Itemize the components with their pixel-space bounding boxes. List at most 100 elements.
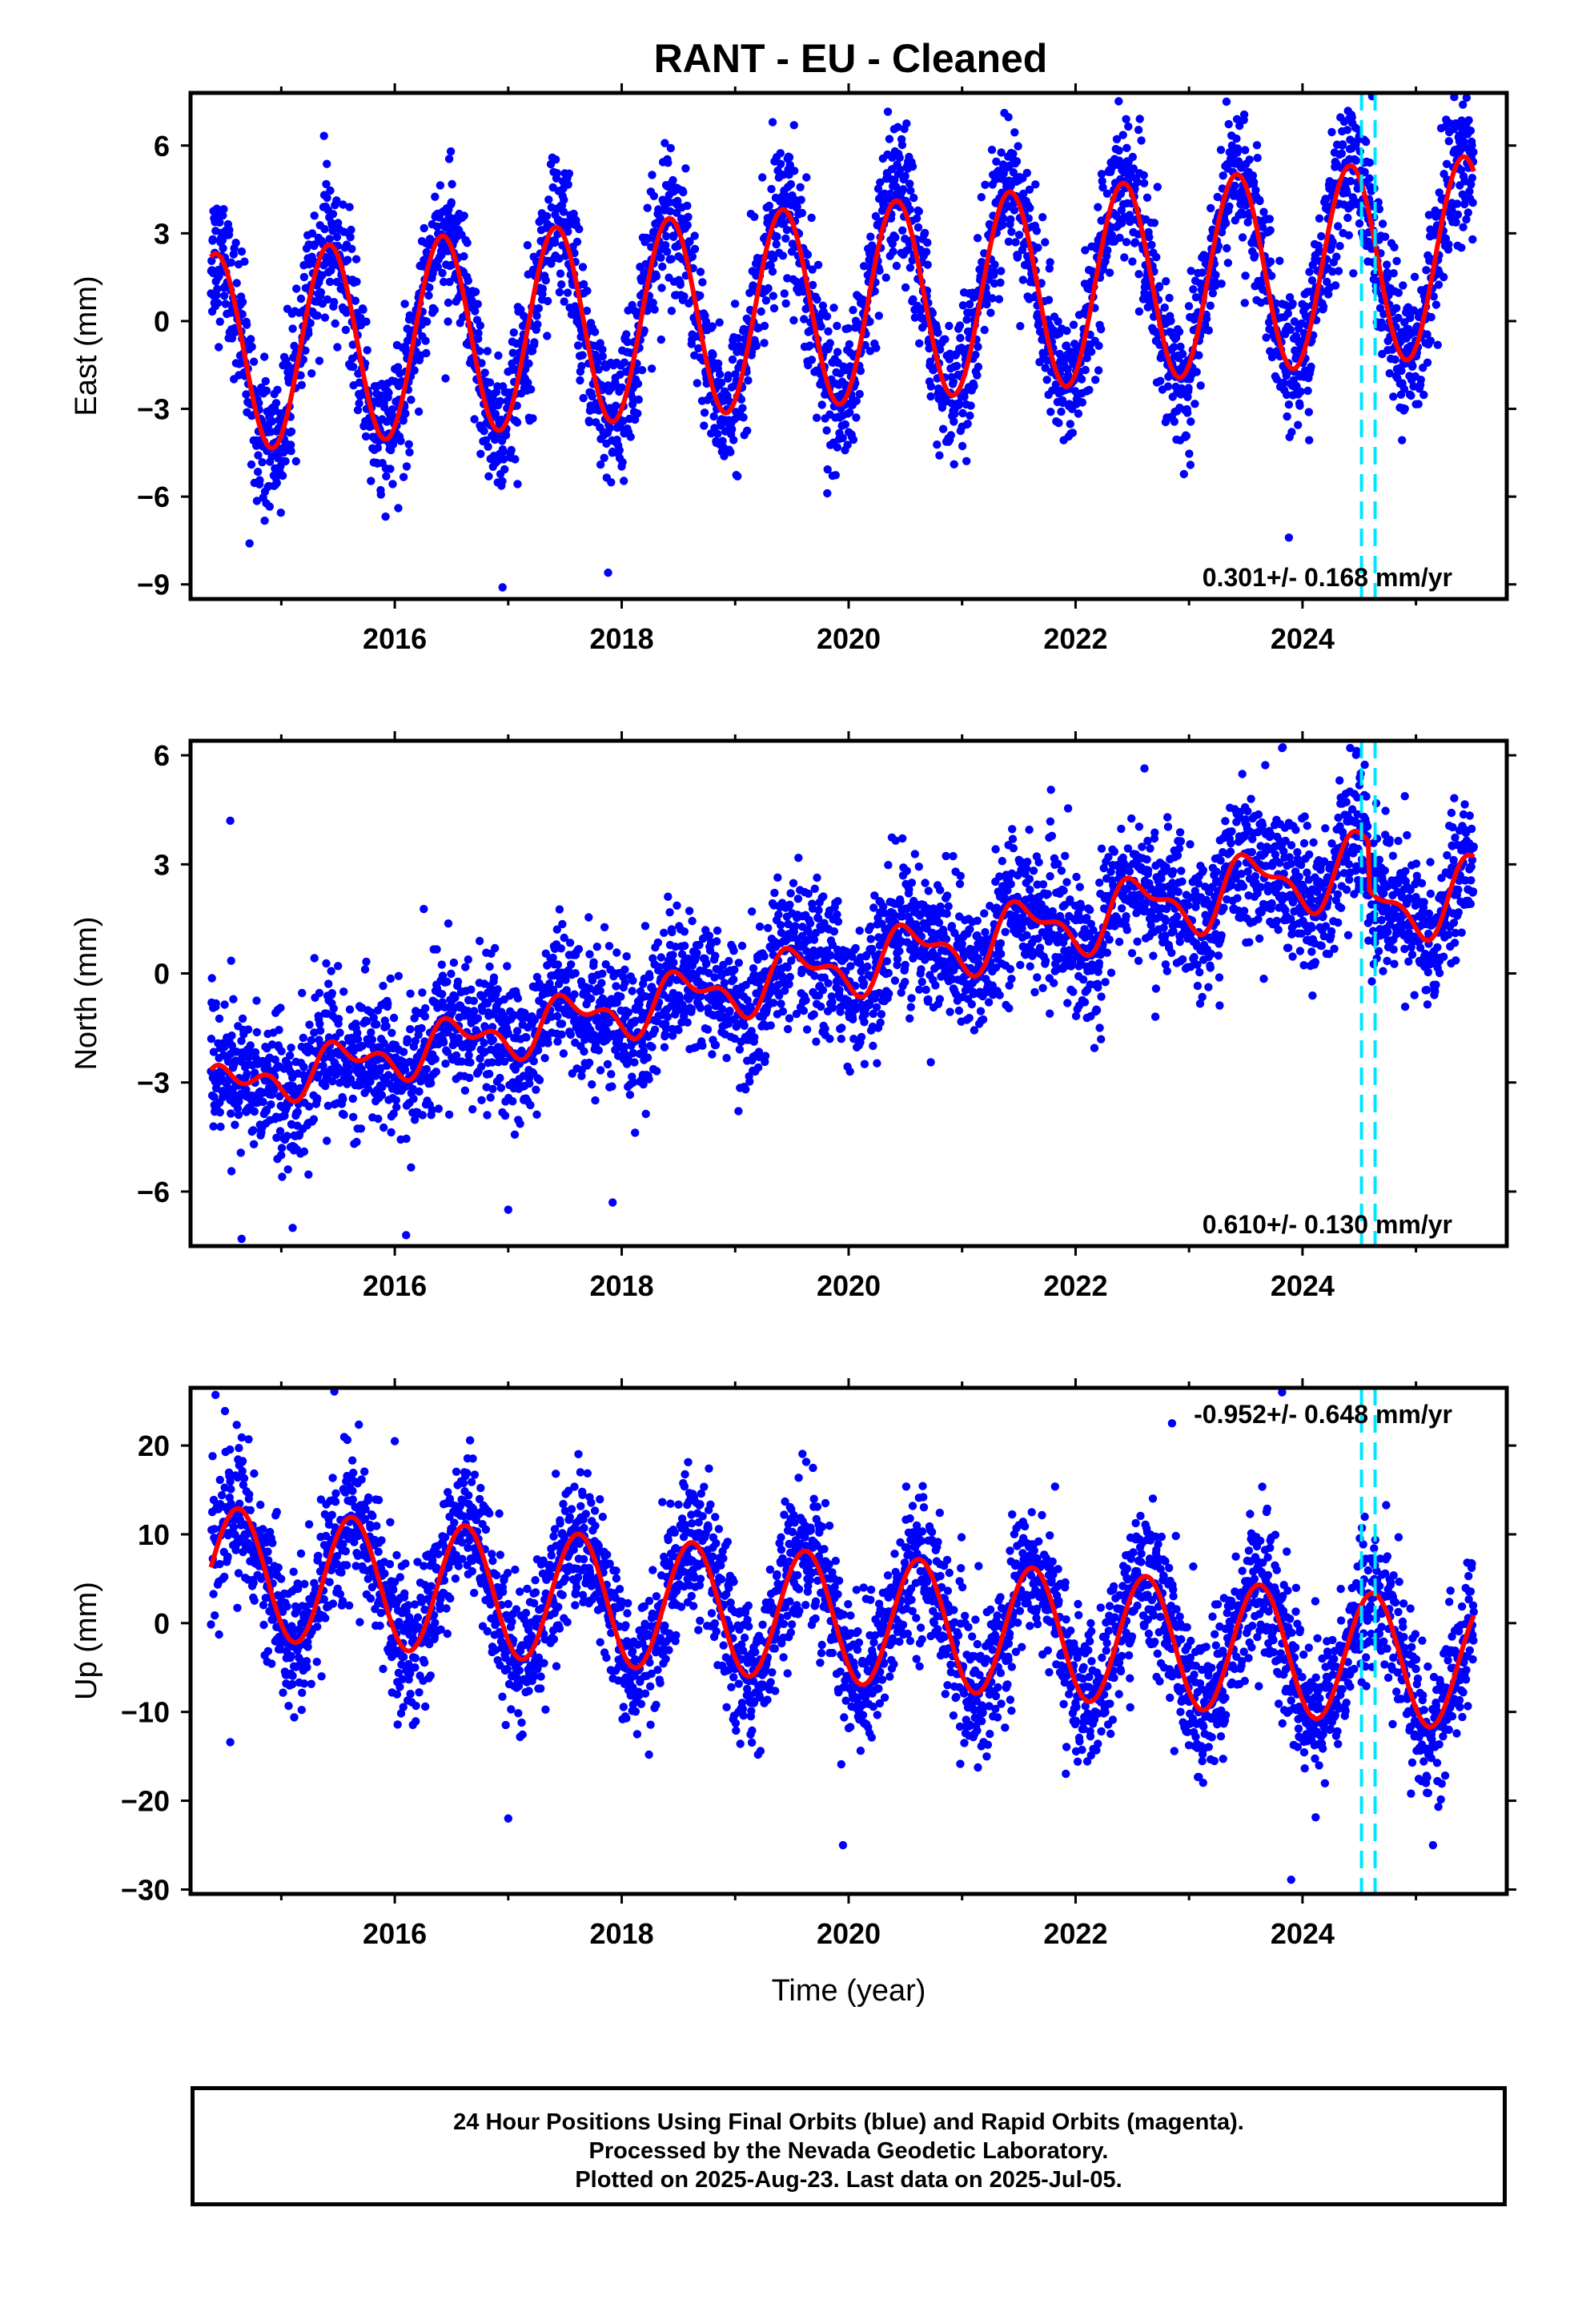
data-point bbox=[1068, 428, 1078, 437]
data-point bbox=[530, 1015, 539, 1024]
data-point bbox=[649, 191, 658, 200]
data-point bbox=[310, 240, 319, 249]
data-point bbox=[1266, 257, 1275, 266]
data-point bbox=[320, 224, 329, 234]
data-point bbox=[990, 260, 999, 269]
data-point bbox=[480, 427, 488, 436]
data-point bbox=[866, 232, 875, 241]
data-point bbox=[620, 978, 629, 987]
data-point bbox=[471, 287, 480, 296]
data-point bbox=[237, 247, 247, 256]
data-point bbox=[701, 317, 711, 326]
data-point bbox=[668, 1031, 677, 1040]
data-point bbox=[908, 162, 917, 171]
data-point bbox=[414, 407, 424, 416]
data-point bbox=[524, 378, 532, 388]
data-point bbox=[1074, 409, 1083, 418]
data-point bbox=[376, 490, 385, 499]
data-point bbox=[251, 1068, 259, 1077]
data-point bbox=[421, 336, 430, 345]
data-point bbox=[550, 238, 560, 247]
data-point bbox=[579, 279, 588, 289]
data-point bbox=[418, 1111, 427, 1120]
data-point bbox=[1081, 246, 1090, 255]
data-point bbox=[1105, 268, 1114, 277]
data-point bbox=[267, 1040, 277, 1049]
data-point bbox=[1207, 203, 1215, 213]
data-point bbox=[260, 517, 269, 525]
data-point bbox=[499, 448, 508, 456]
data-point bbox=[950, 460, 958, 468]
data-point bbox=[432, 1068, 440, 1076]
data-point bbox=[744, 376, 753, 385]
data-point bbox=[1128, 257, 1137, 266]
data-point bbox=[510, 1130, 520, 1140]
data-point bbox=[1011, 238, 1020, 247]
data-point bbox=[569, 209, 578, 219]
data-point bbox=[430, 305, 440, 315]
data-point bbox=[570, 990, 579, 999]
data-point bbox=[1296, 387, 1305, 396]
data-point bbox=[1324, 290, 1333, 299]
data-point bbox=[1385, 369, 1394, 378]
data-point bbox=[696, 267, 705, 276]
data-point bbox=[662, 231, 671, 241]
data-point bbox=[1186, 267, 1195, 275]
data-point bbox=[905, 263, 915, 272]
data-point bbox=[477, 1096, 486, 1105]
data-point bbox=[494, 351, 503, 360]
data-point bbox=[731, 370, 740, 379]
data-point bbox=[306, 319, 315, 328]
data-point bbox=[926, 392, 935, 401]
data-point bbox=[1416, 376, 1426, 384]
data-point bbox=[307, 369, 316, 378]
data-point bbox=[499, 455, 508, 464]
data-point bbox=[956, 333, 965, 343]
data-point bbox=[299, 355, 307, 364]
data-point bbox=[945, 321, 954, 331]
data-point bbox=[1202, 314, 1211, 324]
data-point bbox=[389, 1013, 399, 1023]
data-point bbox=[1423, 330, 1431, 339]
data-point bbox=[229, 995, 238, 1003]
data-point bbox=[247, 460, 256, 469]
data-point bbox=[817, 322, 825, 331]
data-point bbox=[1120, 253, 1129, 262]
data-point bbox=[542, 211, 552, 221]
data-point bbox=[1010, 128, 1019, 137]
data-point bbox=[396, 436, 405, 445]
data-point bbox=[491, 943, 500, 953]
data-point bbox=[219, 211, 227, 220]
data-point bbox=[470, 1007, 479, 1015]
data-point bbox=[471, 307, 480, 316]
data-point bbox=[460, 251, 468, 261]
data-point bbox=[1091, 376, 1100, 384]
data-point bbox=[758, 173, 767, 182]
data-point bbox=[528, 414, 537, 423]
data-point bbox=[1406, 341, 1415, 351]
data-point bbox=[1085, 385, 1094, 395]
data-point bbox=[233, 1104, 243, 1113]
data-point bbox=[1462, 58, 1470, 66]
data-point bbox=[343, 255, 352, 264]
data-point bbox=[315, 988, 324, 998]
data-point bbox=[1007, 227, 1016, 236]
data-point bbox=[1235, 121, 1244, 131]
data-point bbox=[1351, 53, 1359, 61]
data-point bbox=[1456, 166, 1466, 175]
data-point bbox=[1429, 292, 1439, 301]
data-point bbox=[1328, 267, 1337, 276]
data-point bbox=[475, 347, 484, 356]
data-point bbox=[316, 287, 326, 297]
data-point bbox=[652, 272, 661, 281]
x-tick-label: 2020 bbox=[817, 622, 881, 655]
chart-title: RANT - EU - Cleaned bbox=[653, 36, 1048, 81]
data-point bbox=[619, 416, 628, 425]
data-point bbox=[449, 958, 459, 967]
data-point bbox=[348, 1094, 357, 1104]
data-point bbox=[1435, 188, 1443, 197]
data-point bbox=[374, 1114, 383, 1124]
data-point bbox=[833, 443, 842, 452]
data-point bbox=[598, 345, 607, 354]
data-point bbox=[1287, 428, 1296, 436]
